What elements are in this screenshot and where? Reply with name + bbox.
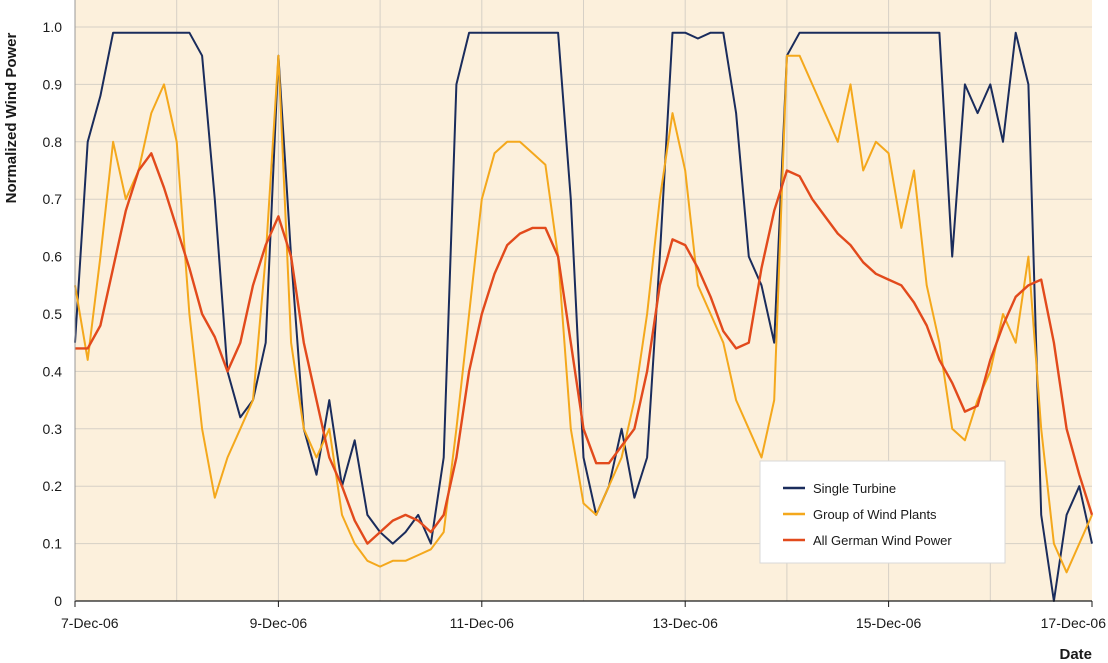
y-tick-label: 0.2 bbox=[43, 478, 63, 494]
legend-label: Single Turbine bbox=[813, 481, 896, 496]
y-tick-label: 0.6 bbox=[43, 249, 63, 265]
legend-label: Group of Wind Plants bbox=[813, 507, 937, 522]
x-tick-label: 11-Dec-06 bbox=[450, 615, 515, 631]
y-tick-label: 1.0 bbox=[43, 19, 63, 35]
y-tick-label: 0.7 bbox=[43, 191, 63, 207]
y-tick-label: 0.5 bbox=[43, 306, 63, 322]
series-line-single-turbine bbox=[74, 31, 1093, 602]
x-tick-label: 13-Dec-06 bbox=[653, 615, 719, 631]
legend-box bbox=[759, 460, 1006, 564]
y-axis-ticks: 0 0.1 0.2 0.3 0.4 0.5 0.6 0.7 0.8 0.9 1.0 bbox=[43, 19, 63, 609]
y-tick-label: 0 bbox=[54, 593, 62, 609]
x-tick-label: 15-Dec-06 bbox=[856, 615, 922, 631]
series-layer bbox=[74, 31, 1094, 602]
legend-label: All German Wind Power bbox=[813, 533, 952, 548]
axes bbox=[74, 0, 1092, 602]
y-tick-label: 0.9 bbox=[43, 76, 63, 92]
legend: Single Turbine Group of Wind Plants All Ge… bbox=[759, 460, 1006, 564]
x-tick-label: 17-Dec-06 bbox=[1041, 615, 1107, 631]
x-tick-label: 7-Dec-06 bbox=[61, 615, 119, 631]
y-axis-title: Normalized Wind Power bbox=[3, 32, 20, 203]
y-tick-label: 0.3 bbox=[43, 421, 63, 437]
y-tick-label: 0.8 bbox=[43, 134, 63, 150]
y-tick-label: 0.1 bbox=[43, 536, 63, 552]
x-axis-title: Date bbox=[1059, 646, 1092, 663]
x-tick-label: 9-Dec-06 bbox=[250, 615, 308, 631]
series-line-all-german-wind-power bbox=[75, 152, 1094, 545]
x-axis-ticks: 7-Dec-06 9-Dec-06 11-Dec-06 13-Dec-06 15-Dec… bbox=[61, 601, 1106, 631]
y-tick-label: 0.4 bbox=[43, 363, 63, 379]
series-line-group-of-wind-plants bbox=[74, 54, 1093, 574]
